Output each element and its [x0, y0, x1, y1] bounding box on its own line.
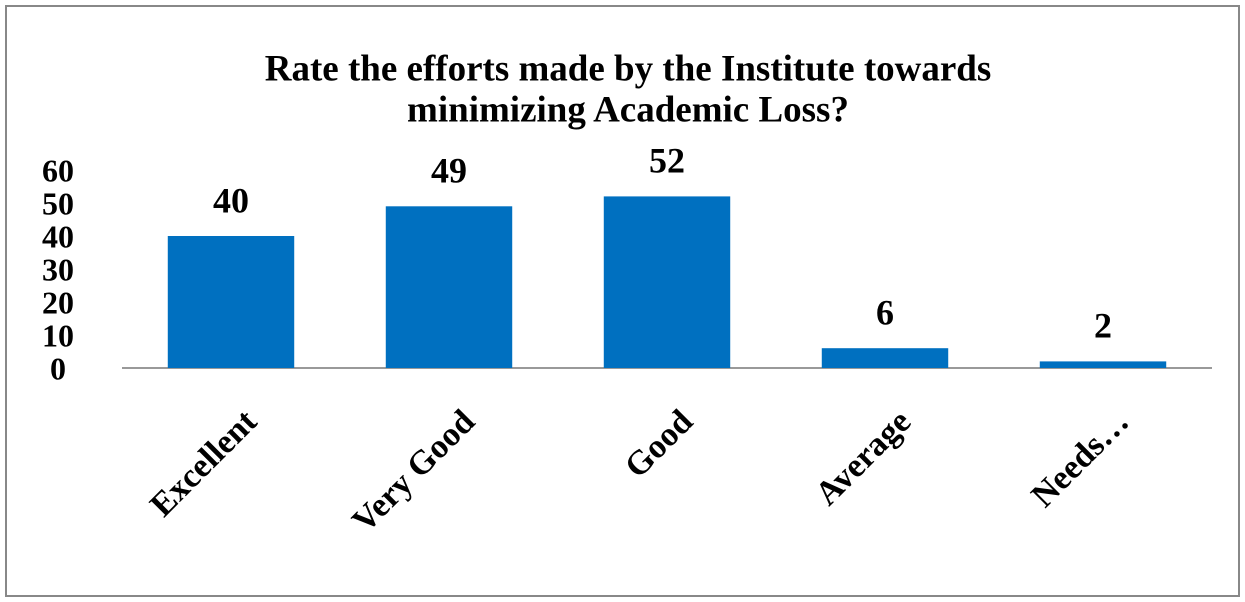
bar [385, 206, 513, 368]
data-label: 40 [213, 180, 249, 220]
y-tick-label: 30 [42, 251, 74, 287]
data-label: 2 [1094, 306, 1112, 346]
bar [1039, 361, 1167, 368]
y-tick-label: 40 [42, 218, 74, 254]
y-tick-label: 20 [42, 284, 74, 320]
y-tick-label: 50 [42, 185, 74, 221]
chart-title: minimizing Academic Loss? [407, 89, 849, 130]
chart-title: Rate the efforts made by the Institute t… [265, 48, 992, 89]
bar [167, 236, 295, 368]
y-tick-label: 60 [42, 152, 74, 188]
bar [821, 348, 949, 368]
data-label: 52 [649, 141, 685, 181]
y-tick-label: 0 [50, 350, 66, 386]
data-label: 6 [876, 292, 894, 332]
y-tick-label: 10 [42, 317, 74, 353]
bar [603, 196, 731, 368]
data-label: 49 [431, 151, 467, 191]
